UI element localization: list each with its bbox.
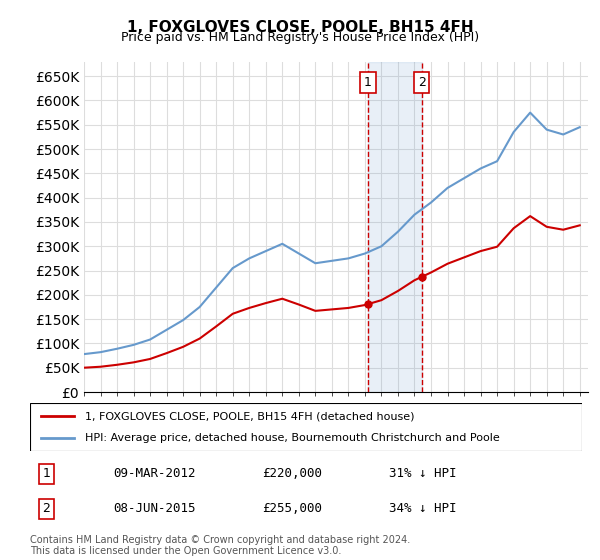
FancyBboxPatch shape (30, 403, 582, 451)
Text: 08-JUN-2015: 08-JUN-2015 (113, 502, 196, 515)
Text: 34% ↓ HPI: 34% ↓ HPI (389, 502, 457, 515)
Text: 31% ↓ HPI: 31% ↓ HPI (389, 468, 457, 480)
Text: HPI: Average price, detached house, Bournemouth Christchurch and Poole: HPI: Average price, detached house, Bour… (85, 433, 500, 443)
Text: £255,000: £255,000 (262, 502, 322, 515)
Text: 09-MAR-2012: 09-MAR-2012 (113, 468, 196, 480)
Text: Contains HM Land Registry data © Crown copyright and database right 2024.
This d: Contains HM Land Registry data © Crown c… (30, 535, 410, 557)
Text: 2: 2 (418, 76, 425, 89)
Text: £220,000: £220,000 (262, 468, 322, 480)
Text: 1, FOXGLOVES CLOSE, POOLE, BH15 4FH (detached house): 1, FOXGLOVES CLOSE, POOLE, BH15 4FH (det… (85, 411, 415, 421)
Text: 1: 1 (43, 468, 50, 480)
Bar (368, 62, 422, 392)
Text: 1, FOXGLOVES CLOSE, POOLE, BH15 4FH: 1, FOXGLOVES CLOSE, POOLE, BH15 4FH (127, 20, 473, 35)
Text: Price paid vs. HM Land Registry's House Price Index (HPI): Price paid vs. HM Land Registry's House … (121, 31, 479, 44)
Text: 1: 1 (364, 76, 372, 89)
Text: 2: 2 (43, 502, 50, 515)
